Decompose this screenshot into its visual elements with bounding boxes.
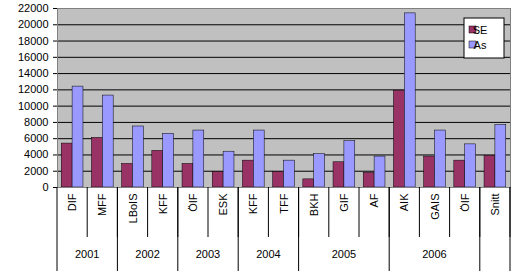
svg-text:20000: 20000 [18, 18, 49, 30]
svg-text:2004: 2004 [256, 248, 280, 260]
svg-text:AF: AF [368, 193, 380, 207]
svg-text:4000: 4000 [24, 148, 48, 160]
svg-text:GIF: GIF [338, 193, 350, 212]
svg-text:BKH: BKH [308, 193, 320, 216]
svg-text:0: 0 [42, 181, 48, 193]
svg-text:GAIS: GAIS [429, 194, 441, 220]
svg-text:6000: 6000 [24, 132, 48, 144]
svg-text:MFF: MFF [96, 193, 108, 216]
svg-text:LBoIS: LBoIS [127, 194, 139, 224]
svg-text:16000: 16000 [18, 51, 49, 63]
svg-text:2003: 2003 [196, 248, 220, 260]
svg-text:8000: 8000 [24, 116, 48, 128]
svg-text:TFF: TFF [278, 193, 290, 213]
svg-text:12000: 12000 [18, 83, 49, 95]
svg-text:DIF: DIF [66, 193, 78, 211]
svg-text:ÖIF: ÖIF [459, 193, 471, 212]
svg-text:18000: 18000 [18, 35, 49, 47]
svg-text:SE: SE [473, 24, 488, 36]
svg-text:AIK: AIK [398, 193, 410, 211]
svg-text:2001: 2001 [75, 248, 99, 260]
svg-text:2000: 2000 [24, 165, 48, 177]
svg-text:2002: 2002 [135, 248, 159, 260]
svg-text:ESK: ESK [217, 193, 229, 216]
svg-text:10000: 10000 [18, 100, 49, 112]
svg-text:As: As [474, 39, 487, 51]
svg-text:22000: 22000 [18, 2, 49, 14]
svg-text:Snitt: Snitt [489, 194, 501, 216]
svg-text:2005: 2005 [332, 248, 356, 260]
svg-text:14000: 14000 [18, 67, 49, 79]
svg-text:KFF: KFF [247, 193, 259, 214]
svg-text:ÖIF: ÖIF [187, 193, 199, 212]
svg-text:2006: 2006 [422, 248, 446, 260]
svg-text:KFF: KFF [157, 193, 169, 214]
